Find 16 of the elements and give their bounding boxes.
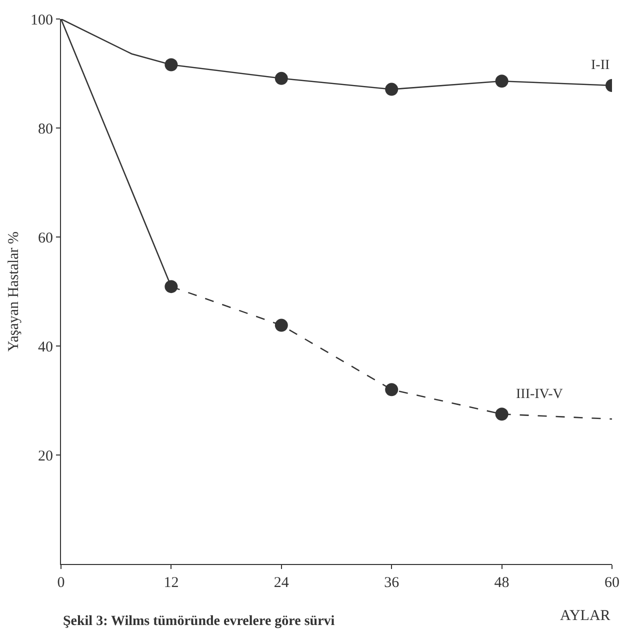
y-tick-label: 40: [38, 339, 53, 356]
x-tick-label: 0: [57, 575, 65, 591]
y-tick-label: 100: [30, 12, 53, 28]
y-axis-title: Yaşayan Hastalar %: [6, 231, 22, 352]
text: Şekil 3: Wilms tümöründe evrelere göre sürvi: [63, 614, 335, 629]
x-tick-label: 48: [494, 575, 510, 591]
y-tick-label: 80: [38, 121, 53, 138]
x-tick-label: 60: [604, 575, 620, 591]
y-tick-label: 60: [38, 230, 53, 246]
x-tick-label: 12: [164, 575, 179, 591]
series-label: I-II: [591, 58, 610, 73]
y-tick-label: 20: [38, 448, 53, 464]
x-tick-label: 36: [384, 575, 400, 591]
x-tick-label: 24: [274, 575, 290, 591]
x-axis-title: AYLAR: [560, 608, 610, 624]
series-label: III-IV-V: [516, 387, 563, 402]
